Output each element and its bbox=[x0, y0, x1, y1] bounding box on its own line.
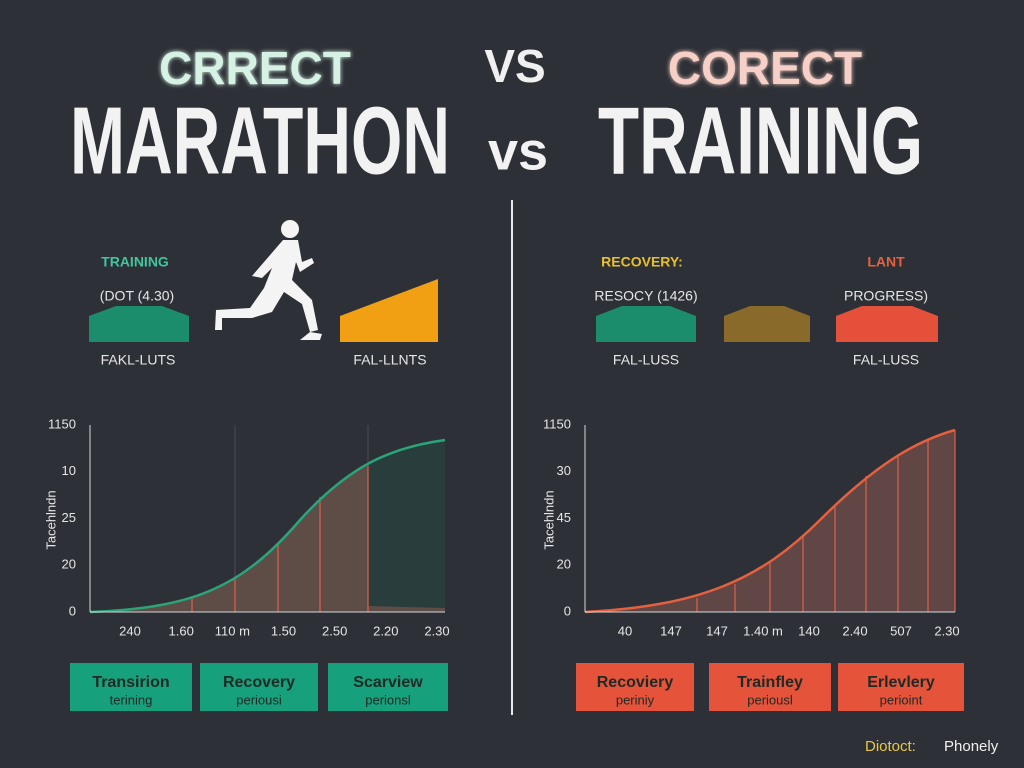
x-tick-label: 2.40 bbox=[842, 623, 867, 638]
footer-value: Phonely bbox=[944, 738, 999, 755]
button-bg bbox=[328, 663, 448, 711]
y-tick-label: 1150 bbox=[543, 416, 571, 431]
button-subtitle: periniy bbox=[616, 692, 655, 707]
button-subtitle: perionsl bbox=[365, 692, 411, 707]
button-title: Scarview bbox=[353, 674, 423, 691]
left-label-1: FAKL-LUTS bbox=[101, 352, 176, 368]
left-subheading: (DOT (4.30) bbox=[100, 288, 174, 304]
y-tick-label: 45 bbox=[557, 510, 571, 525]
button-subtitle: terining bbox=[110, 692, 153, 707]
button-title: Transirion bbox=[92, 674, 169, 691]
x-tick-label: 140 bbox=[798, 623, 820, 638]
center-big-title: vs bbox=[488, 121, 548, 181]
area-fill bbox=[90, 466, 368, 612]
button-bg bbox=[576, 663, 694, 711]
button-title: Trainfley bbox=[737, 674, 803, 691]
y-tick-label: 10 bbox=[62, 463, 76, 478]
button-subtitle: periousl bbox=[747, 692, 793, 707]
x-tick-label: 1.60 bbox=[169, 623, 194, 638]
left-heading: TRAINING bbox=[101, 254, 169, 270]
y-tick-label: 30 bbox=[557, 463, 571, 478]
right-heading-2: LANT bbox=[867, 254, 905, 270]
button-title: Recovery bbox=[223, 674, 295, 691]
left-label-2: FAL-LLNTS bbox=[353, 352, 426, 368]
x-tick-label: 1.50 bbox=[271, 623, 296, 638]
left-small-title: CRRECT bbox=[159, 42, 351, 94]
y-tick-label: 0 bbox=[564, 603, 571, 618]
orange-wedge bbox=[340, 279, 438, 342]
x-tick-label: 1.40 m bbox=[743, 623, 783, 638]
y-tick-label: 0 bbox=[69, 603, 76, 618]
button-bg bbox=[200, 663, 318, 711]
button-subtitle: periousi bbox=[236, 692, 282, 707]
x-tick-label: 507 bbox=[890, 623, 912, 638]
x-tick-label: 2.20 bbox=[373, 623, 398, 638]
right-big-title: TRAINING bbox=[598, 87, 923, 194]
right-heading: RECOVERY: bbox=[601, 254, 683, 270]
runner-icon bbox=[215, 220, 322, 340]
button-bg bbox=[709, 663, 831, 711]
right-subheading-2: PROGRESS) bbox=[844, 288, 928, 304]
area-fill bbox=[368, 606, 445, 612]
button-title: Erlevlery bbox=[867, 674, 935, 691]
y-tick-label: 20 bbox=[557, 557, 571, 572]
x-tick-label: 2.30 bbox=[934, 623, 959, 638]
orange-block bbox=[836, 306, 938, 342]
curve bbox=[89, 438, 446, 614]
teal-block bbox=[89, 306, 189, 342]
right-label-2: FAL-LUSS bbox=[853, 352, 919, 368]
right-label-1: FAL-LUSS bbox=[613, 352, 679, 368]
left-big-title: MARATHON bbox=[70, 87, 450, 194]
left-chart bbox=[89, 425, 446, 614]
curve bbox=[584, 428, 956, 614]
button-subtitle: perioint bbox=[880, 692, 923, 707]
right-small-title: CORECT bbox=[668, 42, 862, 94]
button-title: Recoviery bbox=[597, 674, 674, 691]
x-tick-label: 40 bbox=[618, 623, 632, 638]
x-tick-label: 147 bbox=[706, 623, 728, 638]
center-small-title: VS bbox=[484, 40, 545, 92]
y-tick-label: 25 bbox=[62, 510, 76, 525]
right-subheading: RESOCY (1426) bbox=[594, 288, 697, 304]
x-tick-label: 2.30 bbox=[424, 623, 449, 638]
y-tick-label: 20 bbox=[62, 557, 76, 572]
button-bg bbox=[838, 663, 964, 711]
button-bg bbox=[70, 663, 192, 711]
right-chart bbox=[584, 425, 956, 614]
y-tick-label: 1150 bbox=[48, 416, 76, 431]
olive-block bbox=[724, 306, 810, 342]
teal-block bbox=[596, 306, 696, 342]
footer-label: Diotoct: bbox=[865, 738, 916, 755]
x-tick-label: 147 bbox=[660, 623, 682, 638]
x-tick-label: 240 bbox=[119, 623, 141, 638]
area-fill bbox=[585, 430, 955, 612]
y-axis-label: Tacehlndn bbox=[541, 490, 556, 549]
x-tick-label: 110 m bbox=[215, 623, 250, 638]
y-axis-label: Tacehlndn bbox=[43, 490, 58, 549]
x-tick-label: 2.50 bbox=[322, 623, 347, 638]
